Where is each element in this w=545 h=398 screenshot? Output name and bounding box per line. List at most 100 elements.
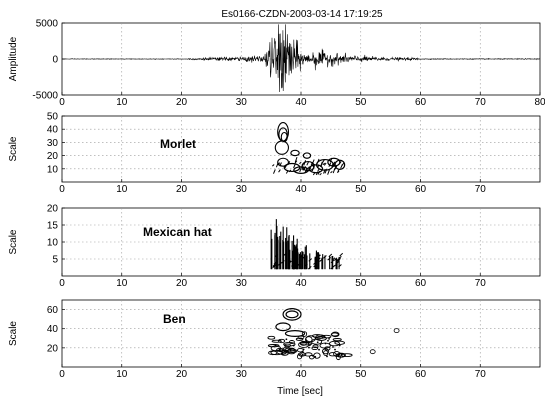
contour-segment: [328, 253, 333, 258]
contour: [369, 349, 376, 355]
waveform: [61, 24, 541, 93]
y-axis-label: Scale: [8, 321, 19, 346]
contour-dot: [308, 346, 310, 349]
contour-dot: [278, 339, 281, 342]
contour: [267, 344, 280, 348]
contour-segment: [313, 263, 317, 268]
y-tick-label: 40: [47, 324, 59, 335]
contour-segment: [322, 162, 326, 166]
contour-segment: [311, 166, 315, 172]
contour-segment: [294, 156, 298, 163]
contour-dot: [300, 352, 302, 354]
contour-segment: [301, 167, 305, 170]
contour-segment: [323, 162, 327, 166]
wavelet-name-morlet: Morlet: [160, 137, 196, 151]
x-tick-label: 60: [415, 369, 427, 380]
x-tick-label: 20: [176, 184, 188, 195]
contour: [286, 348, 298, 354]
contour-segment: [339, 252, 344, 257]
x-tick-label: 40: [295, 369, 307, 380]
contour: [329, 340, 340, 347]
contour: [271, 339, 282, 343]
contour: [284, 330, 306, 337]
axis-ticks: 0 10 20 30 40 50 60 70 60 40 20: [47, 305, 486, 380]
contour-dot: [340, 353, 343, 356]
contour: [283, 162, 301, 173]
contour: [275, 322, 291, 332]
contour: [285, 310, 299, 319]
y-tick-label: 20: [47, 151, 59, 162]
contour-segment: [273, 169, 276, 174]
contour-segment: [341, 162, 345, 166]
x-tick-label: 70: [475, 369, 487, 380]
contour-dot: [338, 344, 341, 347]
contour-segment: [306, 161, 310, 166]
x-tick-label: 60: [415, 184, 427, 195]
y-tick-label: 40: [47, 125, 59, 136]
contour-dot: [302, 341, 305, 344]
contour-segment: [283, 165, 287, 170]
contour-segment: [330, 265, 334, 270]
contour-dot: [278, 348, 281, 351]
y-tick-label: 60: [47, 305, 59, 316]
contour-segment: [323, 168, 326, 174]
grid: [62, 208, 540, 276]
contour-segment: [299, 167, 302, 173]
x-tick-label: 40: [295, 184, 307, 195]
contour-segment: [308, 167, 312, 171]
contour: [331, 331, 340, 338]
x-tick-label: 60: [415, 278, 427, 289]
contour-segment: [307, 266, 312, 270]
contour-segment: [282, 253, 287, 257]
y-tick-label: 10: [47, 238, 59, 249]
x-tick-label: 20: [176, 278, 188, 289]
contour-segment: [338, 255, 342, 260]
contour-segment: [288, 260, 292, 265]
contour: [293, 166, 309, 175]
contour-dot: [332, 346, 334, 348]
contour-segment: [331, 162, 335, 167]
x-tick-label: 0: [59, 369, 65, 380]
contour-segment: [293, 163, 296, 169]
x-tick-label: 50: [355, 369, 367, 380]
x-tick-label: 0: [59, 97, 65, 108]
contour: [304, 352, 313, 357]
contour-segment: [272, 164, 275, 167]
contour-segment: [329, 157, 333, 163]
y-tick-label: 10: [47, 164, 59, 175]
contour: [297, 335, 305, 340]
x-tick-label: 20: [176, 369, 188, 380]
contour: [295, 337, 304, 341]
contour-segment: [288, 169, 292, 173]
contour-dot: [334, 348, 336, 351]
contour: [328, 352, 337, 357]
contour-dot: [337, 354, 340, 356]
contour-segment: [331, 257, 336, 261]
y-tick-label: -5000: [32, 91, 58, 102]
x-axis-label: Time [sec]: [277, 386, 323, 397]
wavelet-name-ben: Ben: [163, 312, 186, 326]
contour-segment: [330, 259, 335, 264]
x-tick-label: 0: [59, 278, 65, 289]
x-tick-label: 70: [475, 97, 487, 108]
contour-dot: [314, 355, 317, 358]
plot-area: [61, 207, 541, 277]
contour-segment: [312, 171, 316, 176]
x-tick-label: 0: [59, 184, 65, 195]
contour-segment: [300, 254, 304, 258]
contour-segment: [301, 256, 305, 260]
y-tick-label: 50: [47, 112, 59, 123]
contour: [312, 344, 319, 348]
contour-segment: [291, 263, 295, 267]
contour-segment: [278, 169, 281, 173]
y-axis-label: Amplitude: [8, 36, 19, 81]
contour-segment: [327, 169, 330, 175]
contour-segment: [294, 160, 298, 164]
contour-segment: [327, 256, 332, 261]
contour-dot: [308, 344, 311, 347]
contour-segment: [337, 257, 341, 262]
contour-segment: [275, 162, 279, 168]
